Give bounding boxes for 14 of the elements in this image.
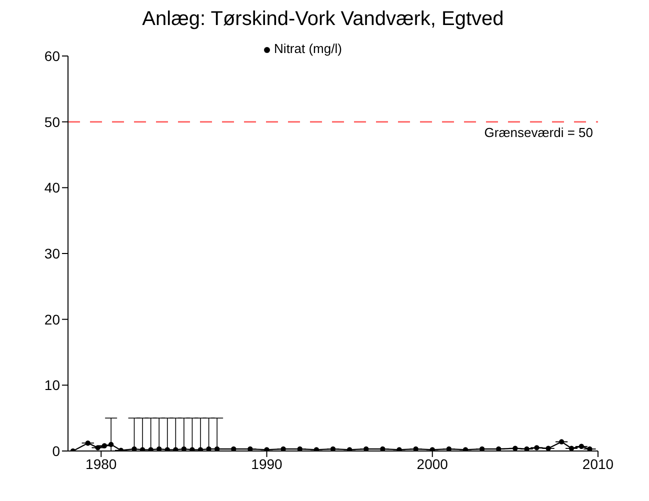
y-tick-label: 0 — [52, 442, 60, 459]
x-tick-label: 1980 — [86, 456, 117, 472]
legend-label: Nitrat (mg/l) — [274, 41, 342, 56]
y-tick-label: 50 — [44, 114, 60, 130]
chart-title: Anlæg: Tørskind-Vork Vandværk, Egtved — [141, 8, 505, 31]
y-tick-label: 40 — [44, 180, 60, 196]
y-tick-label: 60 — [44, 48, 60, 64]
ref-line-label: Grænseværdi = 50 — [484, 124, 593, 140]
y-tick-label: 20 — [44, 311, 60, 328]
y-tick-label: 30 — [44, 245, 60, 262]
y-tick-label: 10 — [44, 377, 60, 394]
x-tick-label: 2000 — [416, 456, 448, 472]
x-tick-label: 2010 — [582, 456, 614, 472]
x-tick-label: 1990 — [251, 456, 283, 472]
